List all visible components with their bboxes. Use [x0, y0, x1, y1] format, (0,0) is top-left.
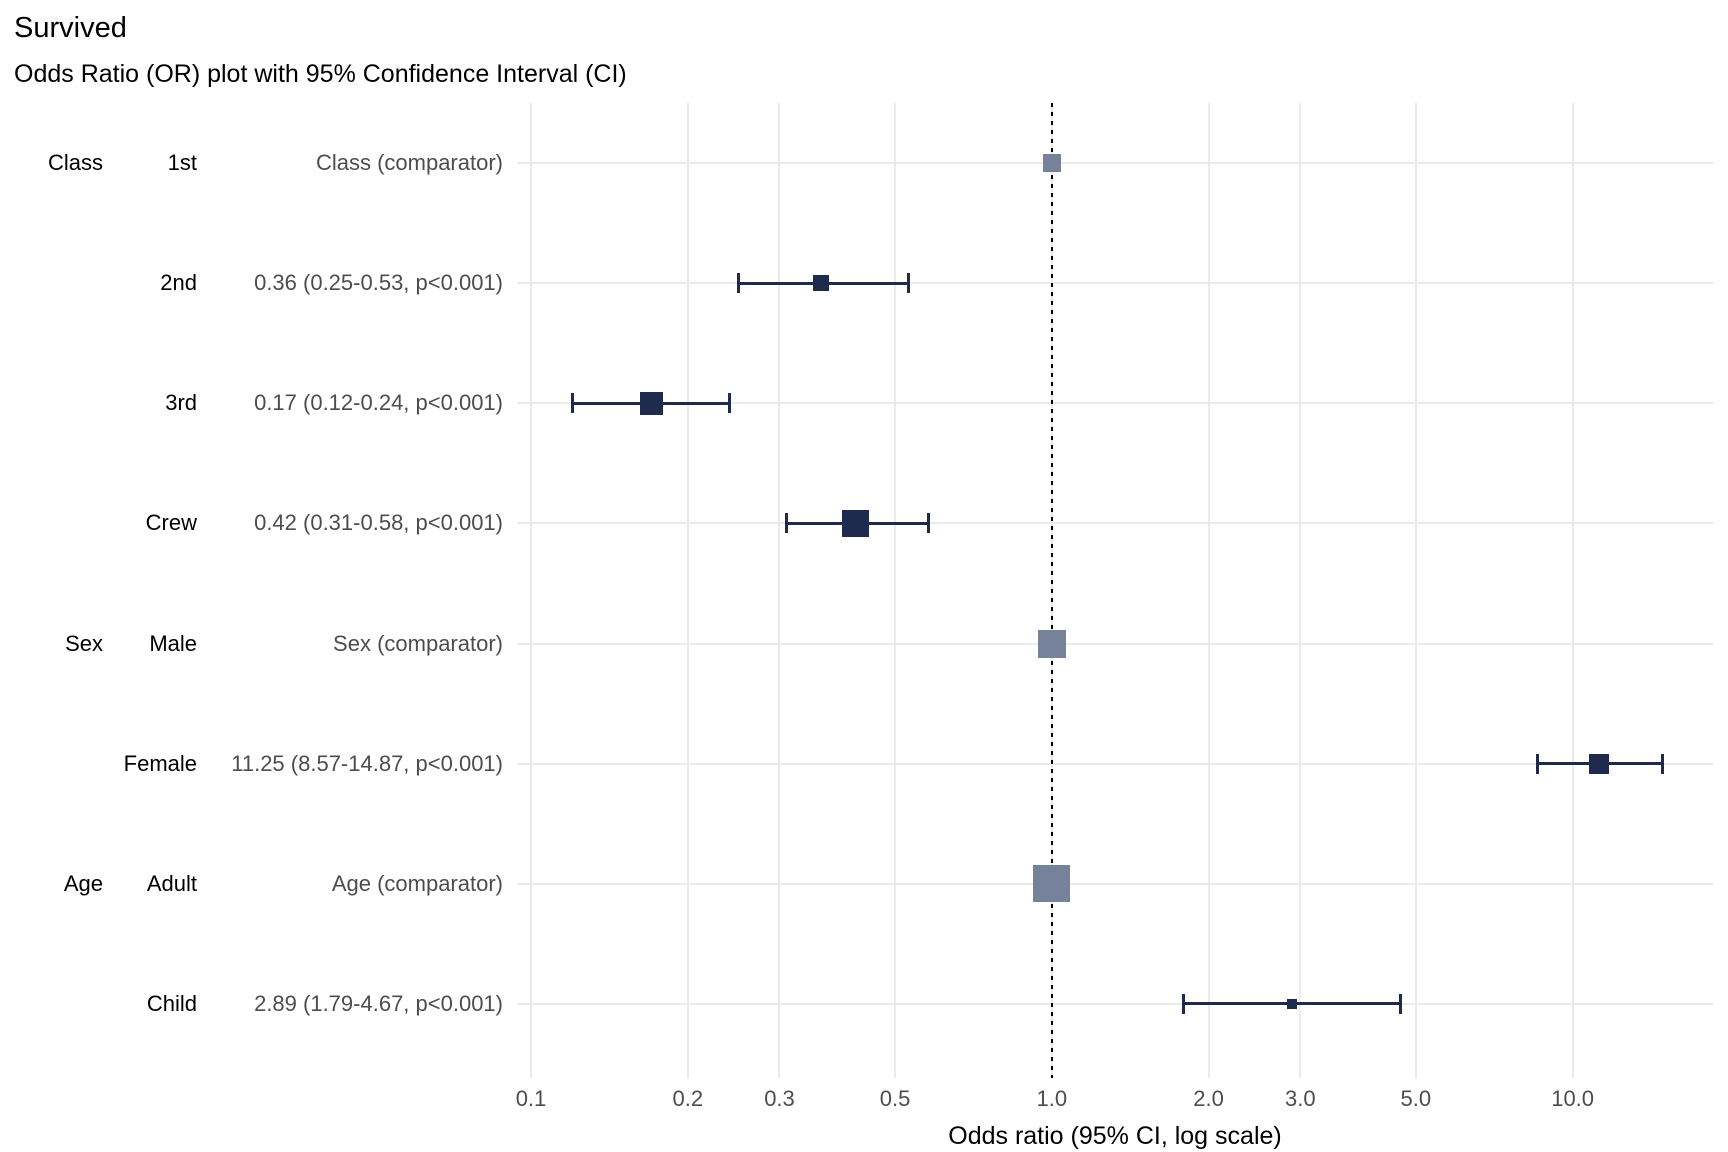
row-estimate-label: 0.42 (0.31-0.58, p<0.001) — [254, 510, 503, 536]
gridline-x — [1414, 103, 1417, 1078]
ci-cap-left — [736, 273, 740, 294]
or-marker — [1042, 154, 1061, 172]
x-tick-label: 3.0 — [1285, 1086, 1316, 1111]
x-tick-label: 5.0 — [1400, 1086, 1432, 1111]
row-level-label: Child — [146, 990, 197, 1016]
gridline-x — [529, 103, 532, 1078]
gridline-y — [517, 762, 1713, 765]
row-level-label: Crew — [145, 510, 197, 536]
row-group-label: Sex — [65, 630, 103, 656]
or-marker — [1037, 629, 1066, 658]
row-group-label: Class — [47, 150, 103, 175]
ci-cap-right — [727, 393, 731, 414]
row-level-label: 3rd — [165, 390, 197, 416]
gridline-y — [517, 522, 1713, 525]
row-estimate-label: 0.17 (0.12-0.24, p<0.001) — [254, 390, 503, 416]
x-tick-label: 0.1 — [515, 1086, 547, 1111]
x-tick-label: 2.0 — [1193, 1086, 1224, 1111]
ci-cap-right — [1660, 753, 1664, 774]
x-tick-label: 10.0 — [1551, 1086, 1595, 1111]
row-level-label: Male — [149, 630, 197, 656]
row-group-label: Age — [63, 870, 103, 896]
gridline-x — [1207, 103, 1210, 1078]
gridline-y — [517, 282, 1713, 285]
x-tick-label: 0.2 — [672, 1086, 704, 1111]
reference-line — [1050, 103, 1053, 1078]
ci-cap-right — [927, 513, 931, 534]
or-marker — [1286, 998, 1297, 1009]
x-axis-title: Odds ratio (95% CI, log scale) — [948, 1122, 1282, 1150]
gridline-y — [517, 642, 1713, 645]
row-level-label: Female — [123, 750, 197, 776]
ci-cap-right — [1398, 993, 1402, 1014]
or-marker — [639, 391, 663, 415]
row-estimate-label: 2.89 (1.79-4.67, p<0.001) — [254, 990, 503, 1016]
gridline-y — [517, 1002, 1713, 1005]
gridline-y — [517, 882, 1713, 885]
chart-title: Survived — [14, 12, 127, 44]
gridline-y — [517, 162, 1713, 164]
or-marker — [812, 275, 829, 292]
plot-panel — [517, 103, 1713, 1078]
row-estimate-label: 11.25 (8.57-14.87, p<0.001) — [231, 750, 503, 776]
chart-subtitle: Odds Ratio (OR) plot with 95% Confidence… — [14, 60, 627, 88]
x-tick-label: 1.0 — [1036, 1086, 1068, 1111]
ci-cap-left — [1536, 753, 1540, 774]
gridline-x — [686, 103, 689, 1078]
gridline-x — [1571, 103, 1574, 1078]
row-level-label: 2nd — [160, 270, 197, 296]
row-estimate-label: Sex (comparator) — [333, 630, 503, 656]
ci-cap-right — [906, 273, 910, 294]
gridline-x — [1299, 103, 1302, 1078]
x-tick-label: 0.5 — [879, 1086, 911, 1111]
row-estimate-label: Age (comparator) — [331, 870, 503, 896]
ci-cap-left — [570, 393, 574, 414]
or-marker — [1589, 753, 1610, 774]
or-marker — [1033, 865, 1071, 903]
ci-cap-left — [1182, 993, 1185, 1014]
gridline-y — [517, 402, 1713, 405]
row-level-label: 1st — [167, 150, 197, 175]
ci-cap-left — [785, 513, 789, 534]
gridline-x — [894, 103, 897, 1078]
row-estimate-label: 0.36 (0.25-0.53, p<0.001) — [254, 270, 503, 296]
x-tick-label: 0.3 — [764, 1086, 795, 1111]
row-estimate-label: Class (comparator) — [315, 150, 503, 175]
row-level-label: Adult — [146, 870, 197, 896]
or-marker — [842, 509, 870, 537]
gridline-x — [778, 103, 781, 1078]
